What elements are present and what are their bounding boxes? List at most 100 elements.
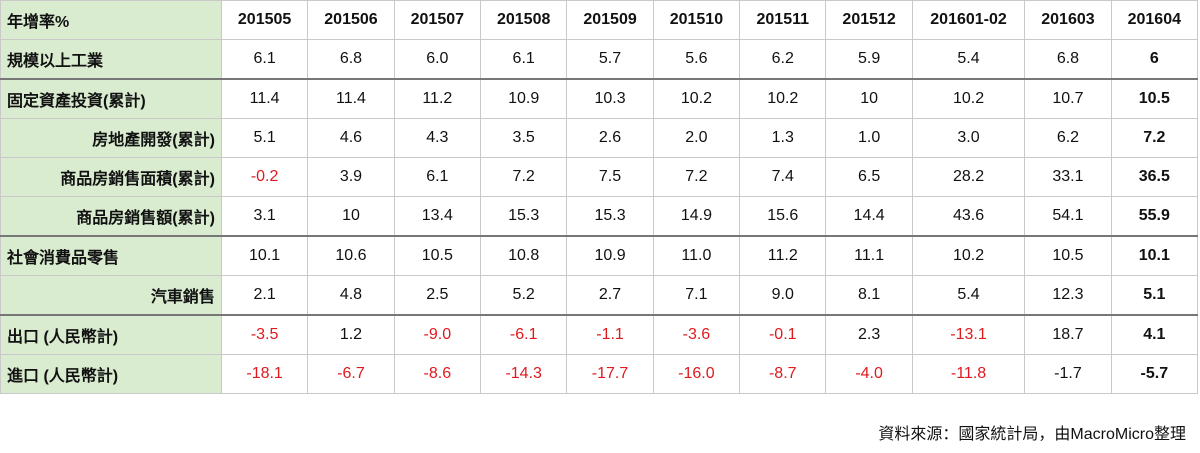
table-cell: 10.2 <box>652 78 741 119</box>
table-cell: 2.3 <box>825 314 913 355</box>
table-cell: 10.5 <box>1024 235 1112 276</box>
table-cell: 2.5 <box>393 275 482 316</box>
table-cell: 2.1 <box>220 275 309 316</box>
table-cell: 6.5 <box>825 157 913 197</box>
table-cell: -3.6 <box>652 314 741 355</box>
table-cell: -18.1 <box>220 354 309 394</box>
table-cell: 5.4 <box>911 39 1026 80</box>
column-header: 201511 <box>739 0 827 40</box>
column-header: 201505 <box>220 0 309 40</box>
table-cell: 6.1 <box>479 39 568 80</box>
table-cell: 11.2 <box>739 235 827 276</box>
column-header: 201604 <box>1110 0 1199 40</box>
table-cell: -0.2 <box>220 157 309 197</box>
table-cell: 4.6 <box>307 118 395 158</box>
table-cell: 54.1 <box>1024 196 1112 237</box>
column-header: 201509 <box>566 0 654 40</box>
table-cell: 9.0 <box>739 275 827 316</box>
table-cell: 6.1 <box>393 157 482 197</box>
table-cell: 6.2 <box>1024 118 1112 158</box>
table-row: 房地產開發(累計) 5.1 4.6 4.3 3.5 2.6 2.0 1.3 1.0 3.0 6.2 7… <box>0 118 1199 158</box>
table-cell: -8.7 <box>739 354 827 394</box>
table-cell: 10.3 <box>566 78 654 119</box>
table-cell: -6.1 <box>479 314 568 355</box>
table-cell: 10.5 <box>393 235 482 276</box>
table-cell: 5.7 <box>566 39 654 80</box>
table-row: 社會消費品零售 10.1 10.6 10.5 10.8 10.9 11.0 11.2 11.1 1… <box>0 235 1199 276</box>
table-cell: -8.6 <box>393 354 482 394</box>
table-cell: 11.4 <box>220 78 309 119</box>
table-cell: 5.1 <box>1110 275 1199 316</box>
header-row: 年增率% 201505 201506 201507 201508 201509 20151… <box>0 0 1199 40</box>
table-cell: 10.1 <box>1110 235 1199 276</box>
table-cell: 10.7 <box>1024 78 1112 119</box>
table-row: 出口 (人民幣計) -3.5 1.2 -9.0 -6.1 -1.1 -3.6 -0.1 2.3-… <box>0 314 1199 355</box>
column-header: 201603 <box>1024 0 1112 40</box>
table-cell: 1.0 <box>825 118 913 158</box>
table-cell: -13.1 <box>911 314 1026 355</box>
table-cell: 10.1 <box>220 235 309 276</box>
table-cell: -1.7 <box>1024 354 1112 394</box>
table-cell: 12.3 <box>1024 275 1112 316</box>
table-cell: 6 <box>1110 39 1199 80</box>
column-header: 201506 <box>307 0 395 40</box>
table-row: 商品房銷售面積(累計) -0.2 3.9 6.1 7.2 7.5 7.2 7.4 6.5 28.2… <box>0 157 1199 197</box>
table-cell: 11.2 <box>393 78 482 119</box>
table-cell: -4.0 <box>825 354 913 394</box>
row-label: 社會消費品零售 <box>0 235 222 276</box>
table-cell: 10 <box>825 78 913 119</box>
table-cell: 10.6 <box>307 235 395 276</box>
table-cell: 7.2 <box>652 157 741 197</box>
table-cell: 4.3 <box>393 118 482 158</box>
table-cell: 4.1 <box>1110 314 1199 355</box>
table-row: 進口 (人民幣計) -18.1 -6.7 -8.6 -14.3 -17.7 -16.0 -8.… <box>0 354 1199 394</box>
row-label: 規模以上工業 <box>0 39 222 80</box>
table-cell: 5.9 <box>825 39 913 80</box>
row-label: 固定資產投資(累計) <box>0 78 222 119</box>
table-cell: 14.4 <box>825 196 913 237</box>
table-cell: 5.6 <box>652 39 741 80</box>
column-header: 201512 <box>825 0 913 40</box>
table-cell: 10.9 <box>479 78 568 119</box>
column-header: 201601-02 <box>911 0 1026 40</box>
row-label: 進口 (人民幣計) <box>0 354 222 394</box>
table-cell: 2.6 <box>566 118 654 158</box>
table-cell: 6.1 <box>220 39 309 80</box>
table-cell: -16.0 <box>652 354 741 394</box>
table-cell: 11.0 <box>652 235 741 276</box>
row-label: 汽車銷售 <box>0 275 222 316</box>
table-cell: -14.3 <box>479 354 568 394</box>
table-cell: 3.0 <box>911 118 1026 158</box>
table-cell: 15.3 <box>479 196 568 237</box>
table-cell: 6.8 <box>307 39 395 80</box>
table-cell: 7.5 <box>566 157 654 197</box>
table-cell: 13.4 <box>393 196 482 237</box>
table-cell: 1.3 <box>739 118 827 158</box>
table-cell: 3.5 <box>479 118 568 158</box>
table-cell: 15.6 <box>739 196 827 237</box>
table-cell: 7.4 <box>739 157 827 197</box>
column-header: 201508 <box>479 0 568 40</box>
table-cell: 6.8 <box>1024 39 1112 80</box>
table-cell: 2.0 <box>652 118 741 158</box>
table-cell: 36.5 <box>1110 157 1199 197</box>
table-cell: 28.2 <box>911 157 1026 197</box>
row-label: 商品房銷售面積(累計) <box>0 157 222 197</box>
table-cell: -3.5 <box>220 314 309 355</box>
table-cell: -1.1 <box>566 314 654 355</box>
source-note: 資料來源：國家統計局，由MacroMicro整理 <box>878 426 1186 443</box>
table-cell: 10.2 <box>911 78 1026 119</box>
table-cell: 10.2 <box>739 78 827 119</box>
table-cell: 14.9 <box>652 196 741 237</box>
table-cell: 55.9 <box>1110 196 1199 237</box>
table-cell: 7.1 <box>652 275 741 316</box>
table-cell: 2.7 <box>566 275 654 316</box>
table-cell: 10.8 <box>479 235 568 276</box>
table-cell: -9.0 <box>393 314 482 355</box>
table-cell: 3.9 <box>307 157 395 197</box>
table-cell: 4.8 <box>307 275 395 316</box>
table-cell: 8.1 <box>825 275 913 316</box>
column-header: 201510 <box>652 0 741 40</box>
table-cell: 5.4 <box>911 275 1026 316</box>
